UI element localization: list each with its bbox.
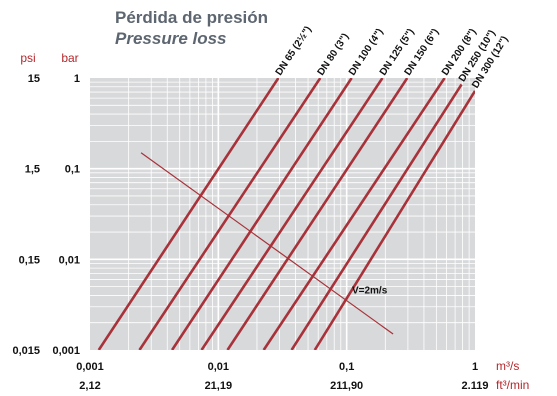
y-tick-psi: 0,015 [12, 345, 40, 357]
y-tick-bar: 1 [74, 73, 80, 85]
chart-subtitle: Pressure loss [115, 29, 227, 48]
y-tick-psi: 15 [28, 73, 40, 85]
series-line-8 [313, 90, 475, 350]
series-line-5 [226, 78, 409, 350]
y-axis-unit-bar: bar [61, 51, 78, 65]
velocity-label: V=2m/s [352, 285, 388, 296]
x-tick-ft3min: 2,12 [79, 380, 100, 392]
velocity-line [140, 152, 394, 335]
x-tick-ft3min: 2.119 [462, 380, 489, 392]
x-axis-unit-m3s: m³/s [496, 359, 519, 373]
x-tick-m3s: 0,01 [208, 361, 229, 373]
y-axis-unit-psi: psi [20, 51, 35, 65]
y-tick-psi: 1,5 [25, 164, 40, 176]
x-tick-ft3min: 211,90 [330, 380, 363, 392]
chart-title: Pérdida de presión [115, 8, 269, 27]
x-tick-ft3min: 21,19 [205, 380, 233, 392]
axis-labels: psi bar 15 1 1,5 0,1 0,15 0,01 0,015 0,001 0,001 2,… [12, 51, 529, 392]
series-line-7 [290, 83, 463, 350]
series-line-4 [200, 78, 384, 350]
series-line-6 [262, 78, 446, 350]
y-tick-psi: 0,15 [19, 254, 40, 266]
x-tick-m3s: 0,001 [76, 361, 104, 373]
y-tick-bar: 0,001 [52, 345, 80, 357]
series-line-2 [138, 78, 322, 350]
series-label-1: DN 65 (2½") [274, 24, 314, 77]
y-tick-bar: 0,1 [65, 164, 80, 176]
chart-marks [97, 78, 475, 350]
y-tick-bar: 0,01 [59, 254, 80, 266]
x-tick-m3s: 0,1 [339, 361, 354, 373]
x-axis-unit-ft3min: ft³/min [496, 378, 529, 392]
series-line-1 [97, 78, 280, 350]
plot-background [90, 78, 475, 350]
series-line-3 [170, 78, 353, 350]
series-label-2: DN 80 (3") [316, 32, 352, 78]
x-tick-m3s: 1 [472, 361, 478, 373]
